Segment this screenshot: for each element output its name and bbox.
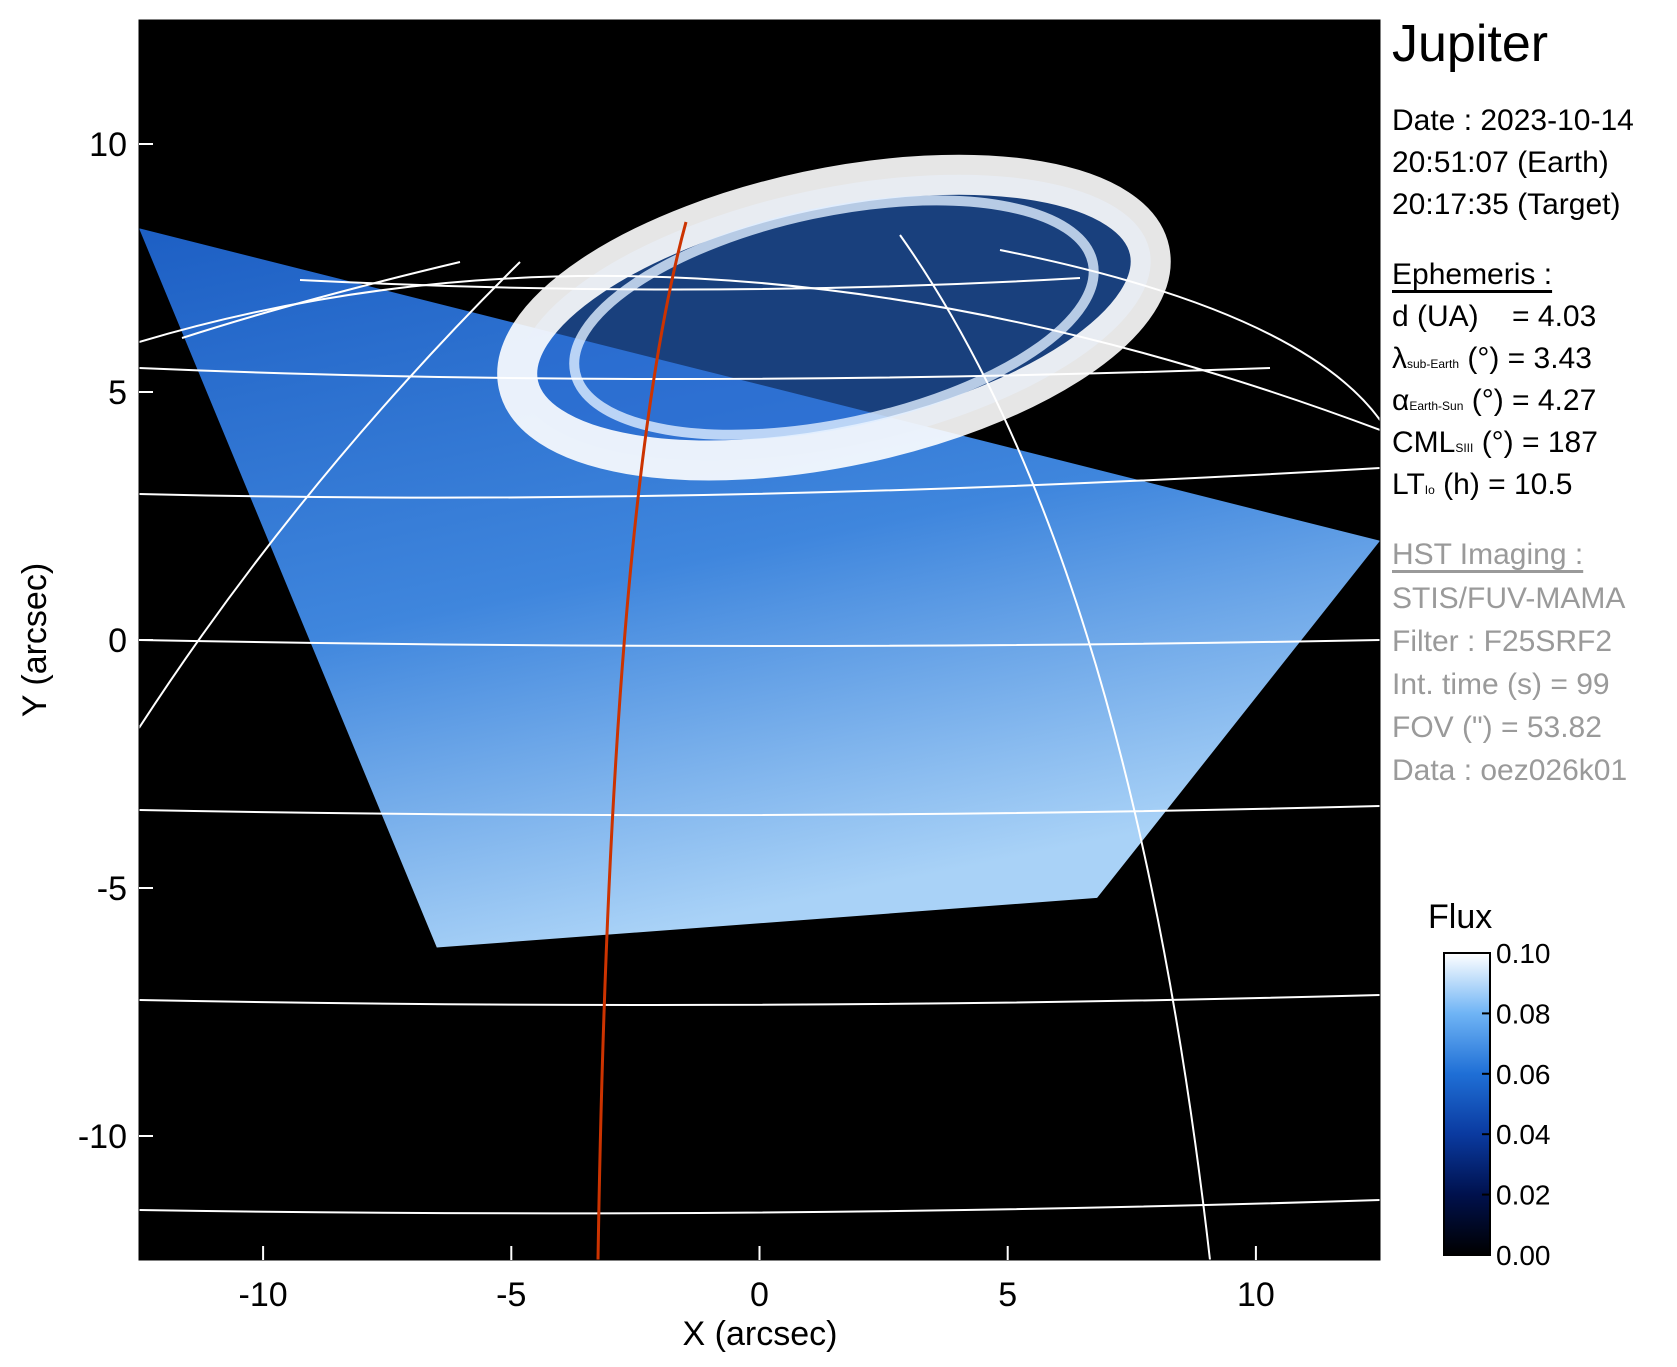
- colorbar-title: Flux: [1428, 898, 1493, 936]
- longitude-line: [899, 234, 1211, 1260]
- x-tick-label: -5: [496, 1276, 526, 1314]
- alpha-value: (°) = 4.27: [1463, 384, 1597, 417]
- y-tick-label: 0: [108, 622, 127, 660]
- y-tick-label: -5: [97, 870, 127, 908]
- field-of-view: FOV (") = 53.82: [1392, 711, 1602, 744]
- lt-label: LT: [1392, 468, 1425, 501]
- distance-row: d (UA) = 4.03: [1392, 296, 1596, 338]
- y-axis-ticks: -10 -5 0 5 10: [78, 126, 153, 1156]
- latitude-line: [139, 639, 1380, 647]
- longitude-line: [999, 249, 1380, 421]
- instrument: STIS/FUV-MAMA: [1392, 582, 1626, 615]
- latitude-line: [139, 994, 1380, 1006]
- lt-value: (h) = 10.5: [1434, 468, 1573, 501]
- colorbar-tick-label: 0.00: [1496, 1240, 1551, 1271]
- integration-time: Int. time (s) = 99: [1392, 668, 1610, 701]
- colorbar-tick-label: 0.04: [1496, 1119, 1551, 1150]
- lambda-subscript: sub-Earth: [1407, 357, 1460, 371]
- latitude-line: [139, 1199, 1380, 1215]
- latitude-line: [139, 805, 1380, 817]
- earth-time: 20:51:07 (Earth): [1392, 146, 1609, 179]
- lt-subscript: Io: [1424, 483, 1435, 497]
- observation-image: [139, 228, 1380, 948]
- lambda-row: λsub-Earth (°) = 3.43: [1392, 338, 1592, 385]
- lambda-symbol: λ: [1392, 342, 1407, 375]
- limb: [139, 274, 1380, 431]
- auroral-oval: [497, 154, 1171, 481]
- longitude-line: [181, 261, 461, 339]
- x-tick-label: -10: [239, 1276, 288, 1314]
- y-tick-label: -10: [78, 1118, 127, 1156]
- alpha-row: αEarth-Sun (°) = 4.27: [1392, 380, 1596, 427]
- y-tick-label: 5: [108, 374, 127, 412]
- central-meridian: [596, 221, 688, 1260]
- cml-label: CML: [1392, 426, 1456, 459]
- colorbar-tick-label: 0.10: [1496, 938, 1551, 969]
- alpha-symbol: α: [1392, 384, 1410, 417]
- distance-value: = 4.03: [1512, 300, 1597, 333]
- colorbar: [1443, 952, 1491, 1256]
- latitude-line: [299, 277, 1081, 291]
- colorbar-ticks: 0.00 0.02 0.04 0.06 0.08 0.10: [1482, 938, 1551, 1271]
- ephemeris-header: Ephemeris :: [1392, 258, 1553, 291]
- colorbar-tick-label: 0.06: [1496, 1059, 1551, 1090]
- hst-header: HST Imaging :: [1392, 538, 1584, 571]
- latitude-line: [139, 367, 1271, 380]
- distance-label: d (UA): [1392, 300, 1479, 333]
- x-tick-label: 10: [1237, 1276, 1275, 1314]
- cml-subscript: SIII: [1455, 441, 1474, 455]
- chart-title: Jupiter: [1392, 15, 1549, 73]
- colorbar-unit-text: (counts.s: [1338, 1056, 1369, 1170]
- dataset-id: Data : oez026k01: [1392, 754, 1628, 787]
- target-time: 20:17:35 (Target): [1392, 188, 1621, 221]
- y-tick-label: 10: [89, 126, 127, 164]
- colorbar-tick-label: 0.02: [1496, 1180, 1551, 1211]
- x-axis-label: X (arcsec): [683, 1315, 838, 1353]
- longitude-line: [139, 261, 521, 729]
- longitude-grid: [139, 234, 1380, 1260]
- cml-row: CMLSIII (°) = 187: [1392, 422, 1598, 469]
- filter: Filter : F25SRF2: [1392, 625, 1613, 658]
- date-line: Date : 2023-10-14: [1392, 104, 1634, 137]
- alpha-subscript: Earth-Sun: [1409, 399, 1464, 413]
- auroral-oval-inner: [569, 195, 1099, 440]
- cml-value: (°) = 187: [1473, 426, 1598, 459]
- y-axis-label: Y (arcsec): [16, 563, 54, 717]
- x-tick-label: 0: [750, 1276, 769, 1314]
- lambda-value: (°) = 3.43: [1459, 342, 1592, 375]
- colorbar-unit: (counts.s-1): [1338, 1035, 1370, 1170]
- lt-row: LTIo (h) = 10.5: [1392, 464, 1572, 511]
- colorbar-tick-label: 0.08: [1496, 998, 1551, 1029]
- x-axis-ticks: -10 -5 0 5 10: [239, 1246, 1275, 1314]
- colorbar-unit-close: ): [1338, 1034, 1369, 1044]
- x-tick-label: 5: [998, 1276, 1017, 1314]
- colorbar-unit-exponent: -1: [1339, 1043, 1356, 1057]
